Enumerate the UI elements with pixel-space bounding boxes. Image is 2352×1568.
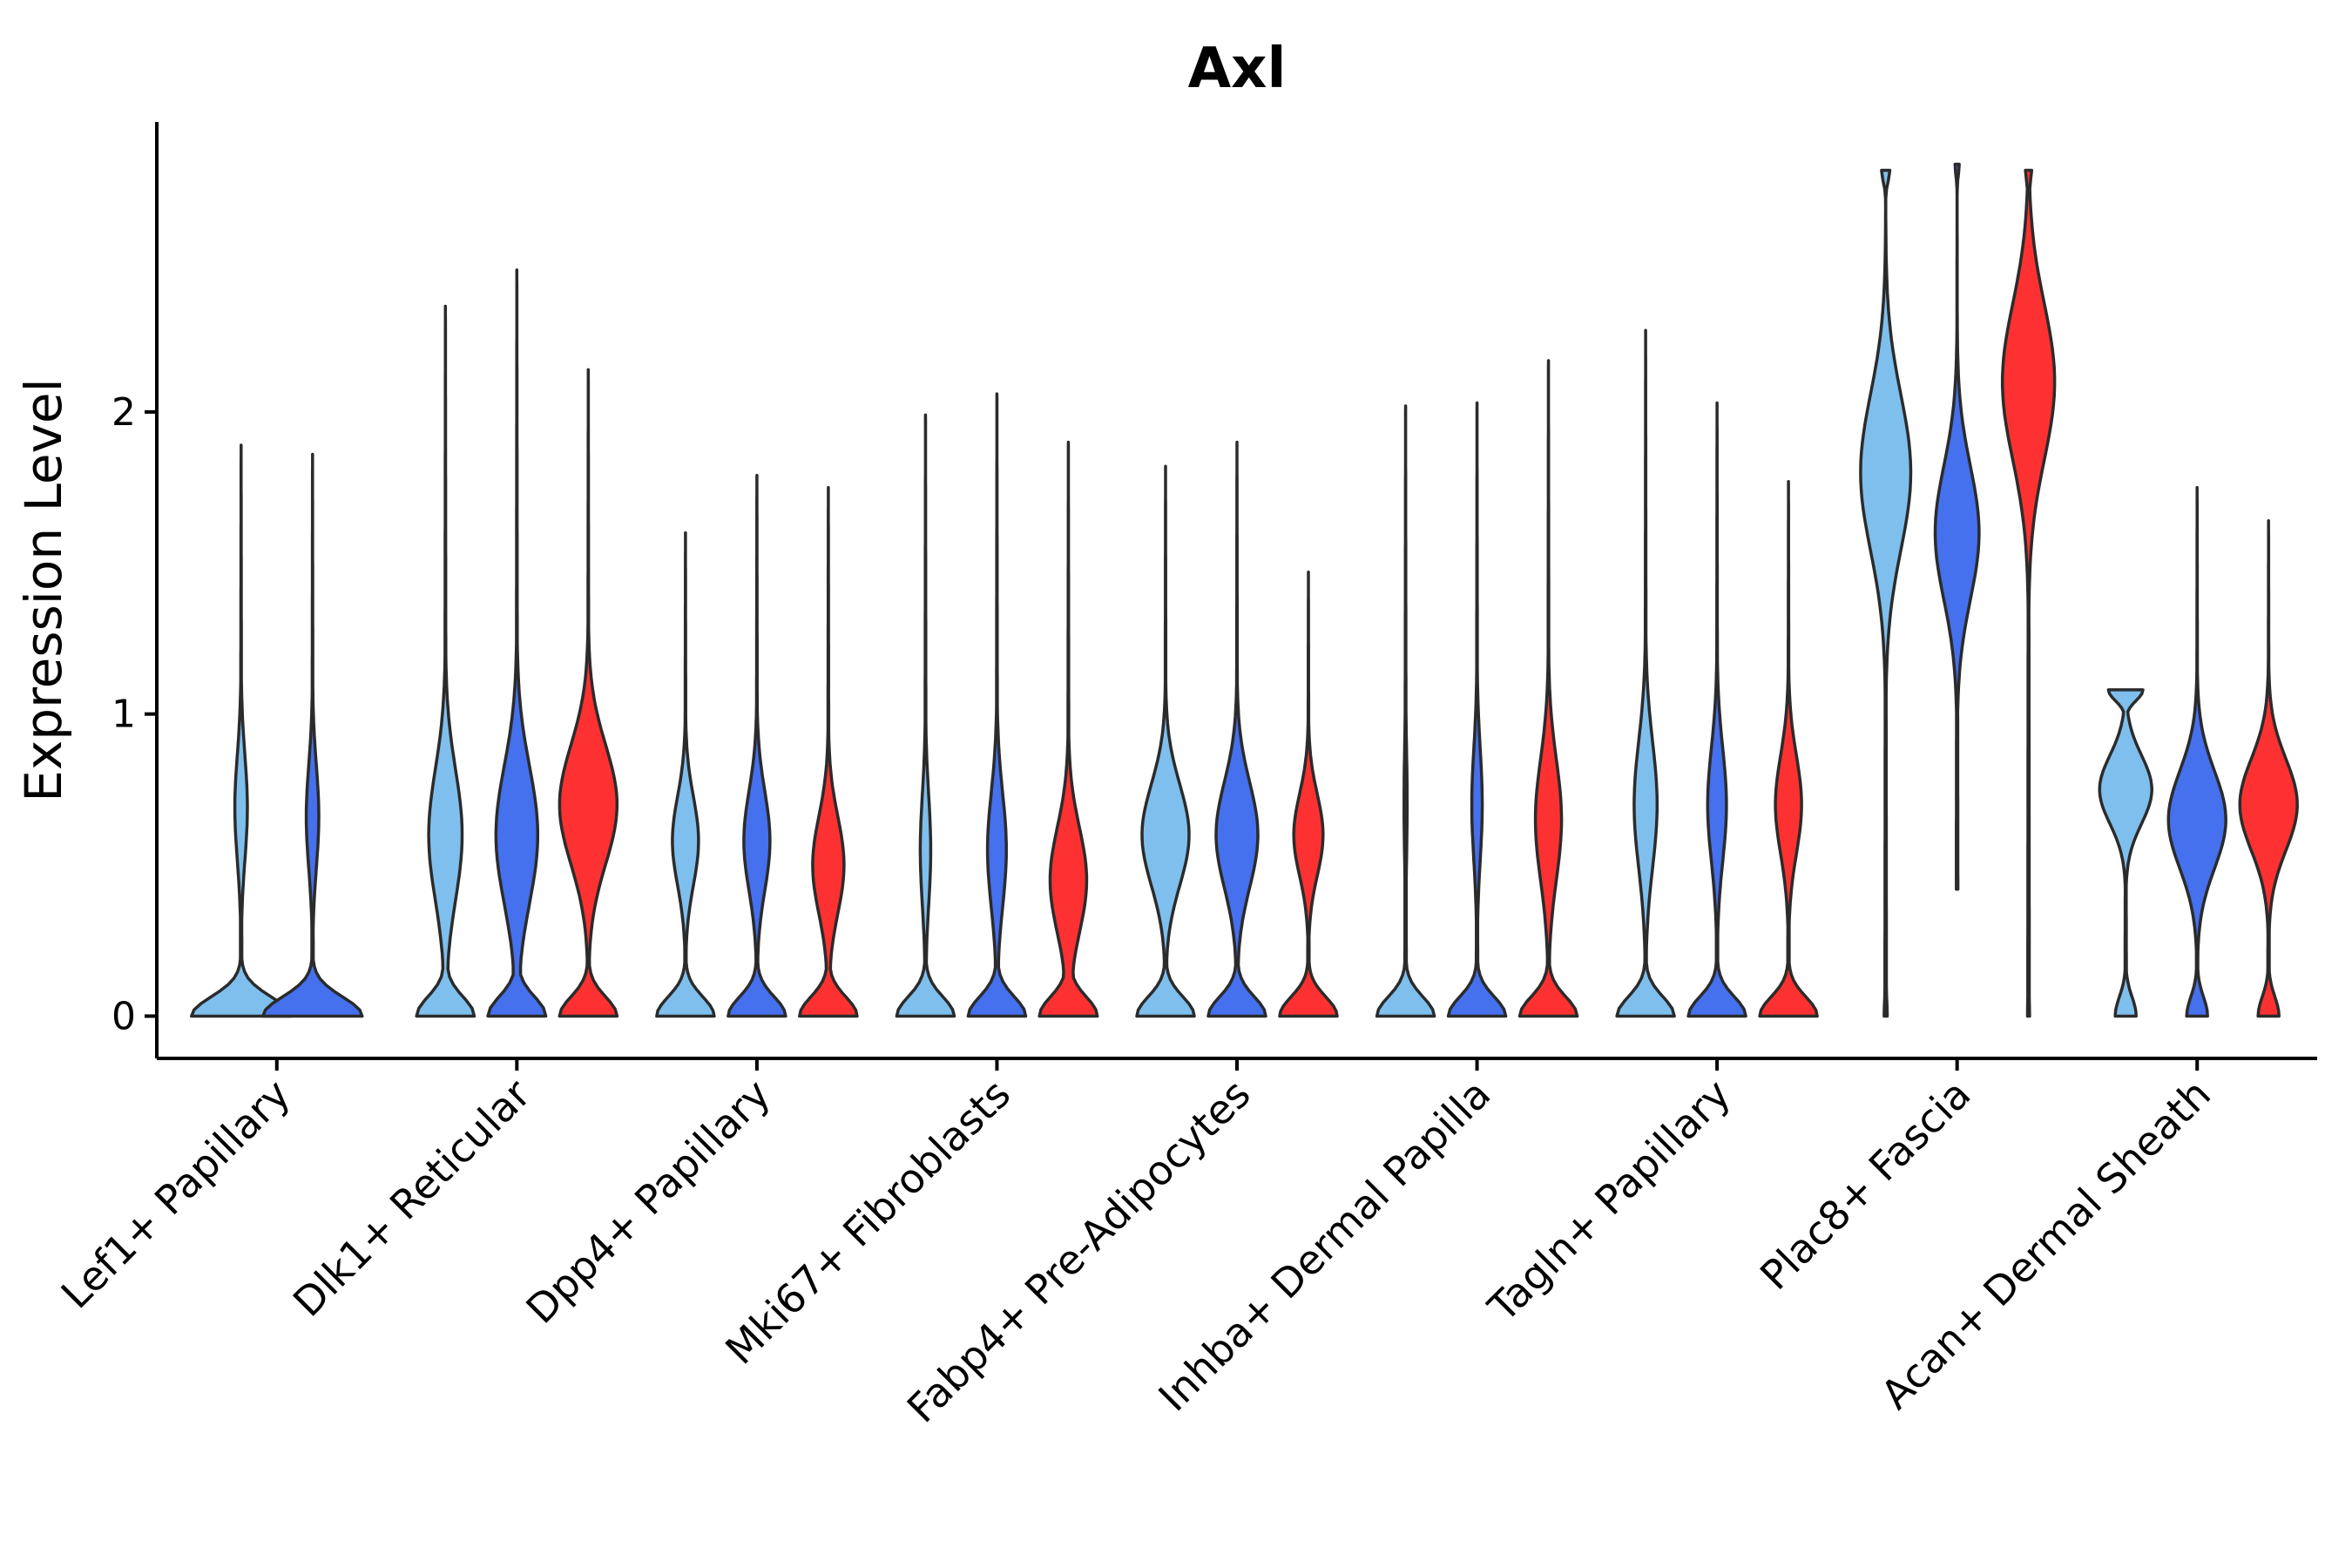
violin-2-3 <box>558 368 619 1018</box>
violin-8-1 <box>1859 168 1913 1018</box>
violin-2-2 <box>486 268 548 1018</box>
violin-7-2 <box>1686 401 1747 1018</box>
violin-8-2 <box>1933 162 1981 891</box>
violin-6-2 <box>1446 401 1508 1018</box>
violin-3-1 <box>655 531 716 1018</box>
x-tick-label: Tagln+ Papillary <box>1478 1071 1740 1332</box>
y-tick-label: 1 <box>112 693 136 737</box>
y-tick-label: 0 <box>112 994 136 1038</box>
violin-1-2 <box>261 452 364 1018</box>
violin-4-3 <box>1037 440 1099 1018</box>
violin-5-2 <box>1206 440 1267 1018</box>
violin-4-1 <box>895 413 956 1018</box>
violin-7-3 <box>1758 479 1819 1018</box>
violin-9-1 <box>2098 688 2153 1018</box>
violin-3-2 <box>727 473 787 1018</box>
x-tick-label: Dpp4+ Papillary <box>517 1071 779 1333</box>
violin-6-3 <box>1517 359 1579 1018</box>
violin-5-1 <box>1135 464 1196 1018</box>
violin-1-1 <box>190 443 293 1018</box>
y-tick-label: 2 <box>112 390 136 435</box>
violin-3-3 <box>798 485 859 1018</box>
violin-8-3 <box>2000 168 2057 1018</box>
violin-6-1 <box>1375 404 1436 1018</box>
x-tick-label: Plac8+ Fascia <box>1751 1071 1979 1299</box>
violin-layer <box>190 162 2299 1018</box>
chart-title: Axl <box>1188 37 1287 101</box>
violin-7-1 <box>1615 328 1676 1018</box>
x-tick-label: Dlk1+ Reticular <box>284 1071 539 1326</box>
violin-9-3 <box>2238 518 2299 1018</box>
violin-9-2 <box>2166 485 2227 1018</box>
violin-2-1 <box>415 304 476 1018</box>
violin-4-2 <box>966 392 1028 1018</box>
violin-5-3 <box>1278 570 1339 1018</box>
x-tick-label: Lef1+ Papillary <box>52 1071 300 1318</box>
y-axis-label: Expression Level <box>14 378 73 801</box>
